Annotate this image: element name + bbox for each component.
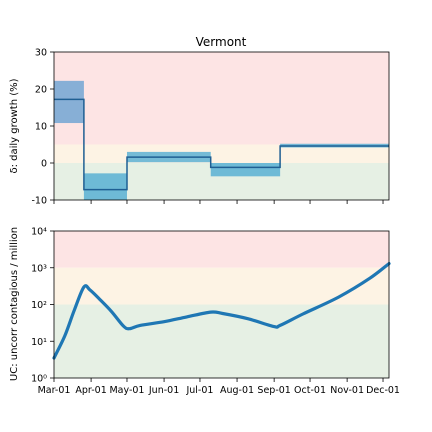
bottom-contagious-line xyxy=(52,262,391,360)
top-growth-step-line xyxy=(54,98,389,191)
bottom-ytick-label-2: 10² xyxy=(31,300,47,311)
bottom-y-axis-label: UC: uncorr contagious / million xyxy=(9,227,20,381)
bottom-panel: 10⁰ 10¹ 10² 10³ 10⁴ Mar-01 Apr-01 May-01 Jun-01… xyxy=(9,227,400,397)
bottom-xtick-label-Jul-01: Jul-01 xyxy=(185,385,213,396)
bottom-xtick-label-Oct-01: Oct-01 xyxy=(294,385,326,396)
bottom-x-axis-ticks: Mar-01 Apr-01 May-01 Jun-01 Jul-01 Aug-01 Sep-… xyxy=(38,378,400,396)
bottom-xtick-label-Aug-01: Aug-01 xyxy=(220,385,254,396)
top-ytick-label-30: 30 xyxy=(35,48,47,59)
top-y-axis-label: δ: daily growth (%) xyxy=(9,78,20,173)
top-ytick-label--10: -10 xyxy=(31,196,47,207)
top-ytick-label-20: 20 xyxy=(35,85,47,96)
top-panel: -10 0 10 20 30 Vermont δ: daily growth (%) xyxy=(9,35,390,207)
top-x-axis-ticks xyxy=(53,200,384,204)
bottom-xtick-label-Apr-01: Apr-01 xyxy=(75,385,106,396)
top-band-3 xyxy=(210,163,281,177)
bottom-xtick-label-Mar-01: Mar-01 xyxy=(38,385,71,396)
bottom-ytick-label-3: 10³ xyxy=(31,263,47,274)
top-ytick-label-10: 10 xyxy=(35,122,47,133)
bottom-xtick-label-Dec-01: Dec-01 xyxy=(366,385,400,396)
top-chart-title: Vermont xyxy=(196,35,247,49)
bottom-ytick-label-4: 10⁴ xyxy=(31,227,47,238)
bottom-y-axis-ticks: 10⁰ 10¹ 10² 10³ 10⁴ xyxy=(31,227,54,385)
top-y-axis-ticks: -10 0 10 20 30 xyxy=(31,48,54,207)
bottom-zone-1 xyxy=(54,267,389,305)
top-zone-0 xyxy=(54,52,389,145)
bottom-zone-bands xyxy=(54,231,389,378)
bottom-ytick-label-0: 10⁰ xyxy=(31,374,47,385)
bottom-ytick-label-1: 10¹ xyxy=(31,337,47,348)
top-band-1 xyxy=(83,173,127,200)
top-ytick-label-0: 0 xyxy=(41,159,47,170)
bottom-xtick-label-Jun-01: Jun-01 xyxy=(148,385,179,396)
bottom-xtick-label-May-01: May-01 xyxy=(109,385,144,396)
bottom-zone-2 xyxy=(54,304,389,378)
top-band-0 xyxy=(54,80,84,124)
bottom-xtick-label-Sep-01: Sep-01 xyxy=(257,385,290,396)
bottom-xtick-label-Nov-01: Nov-01 xyxy=(330,385,364,396)
bottom-zone-0 xyxy=(54,231,389,268)
